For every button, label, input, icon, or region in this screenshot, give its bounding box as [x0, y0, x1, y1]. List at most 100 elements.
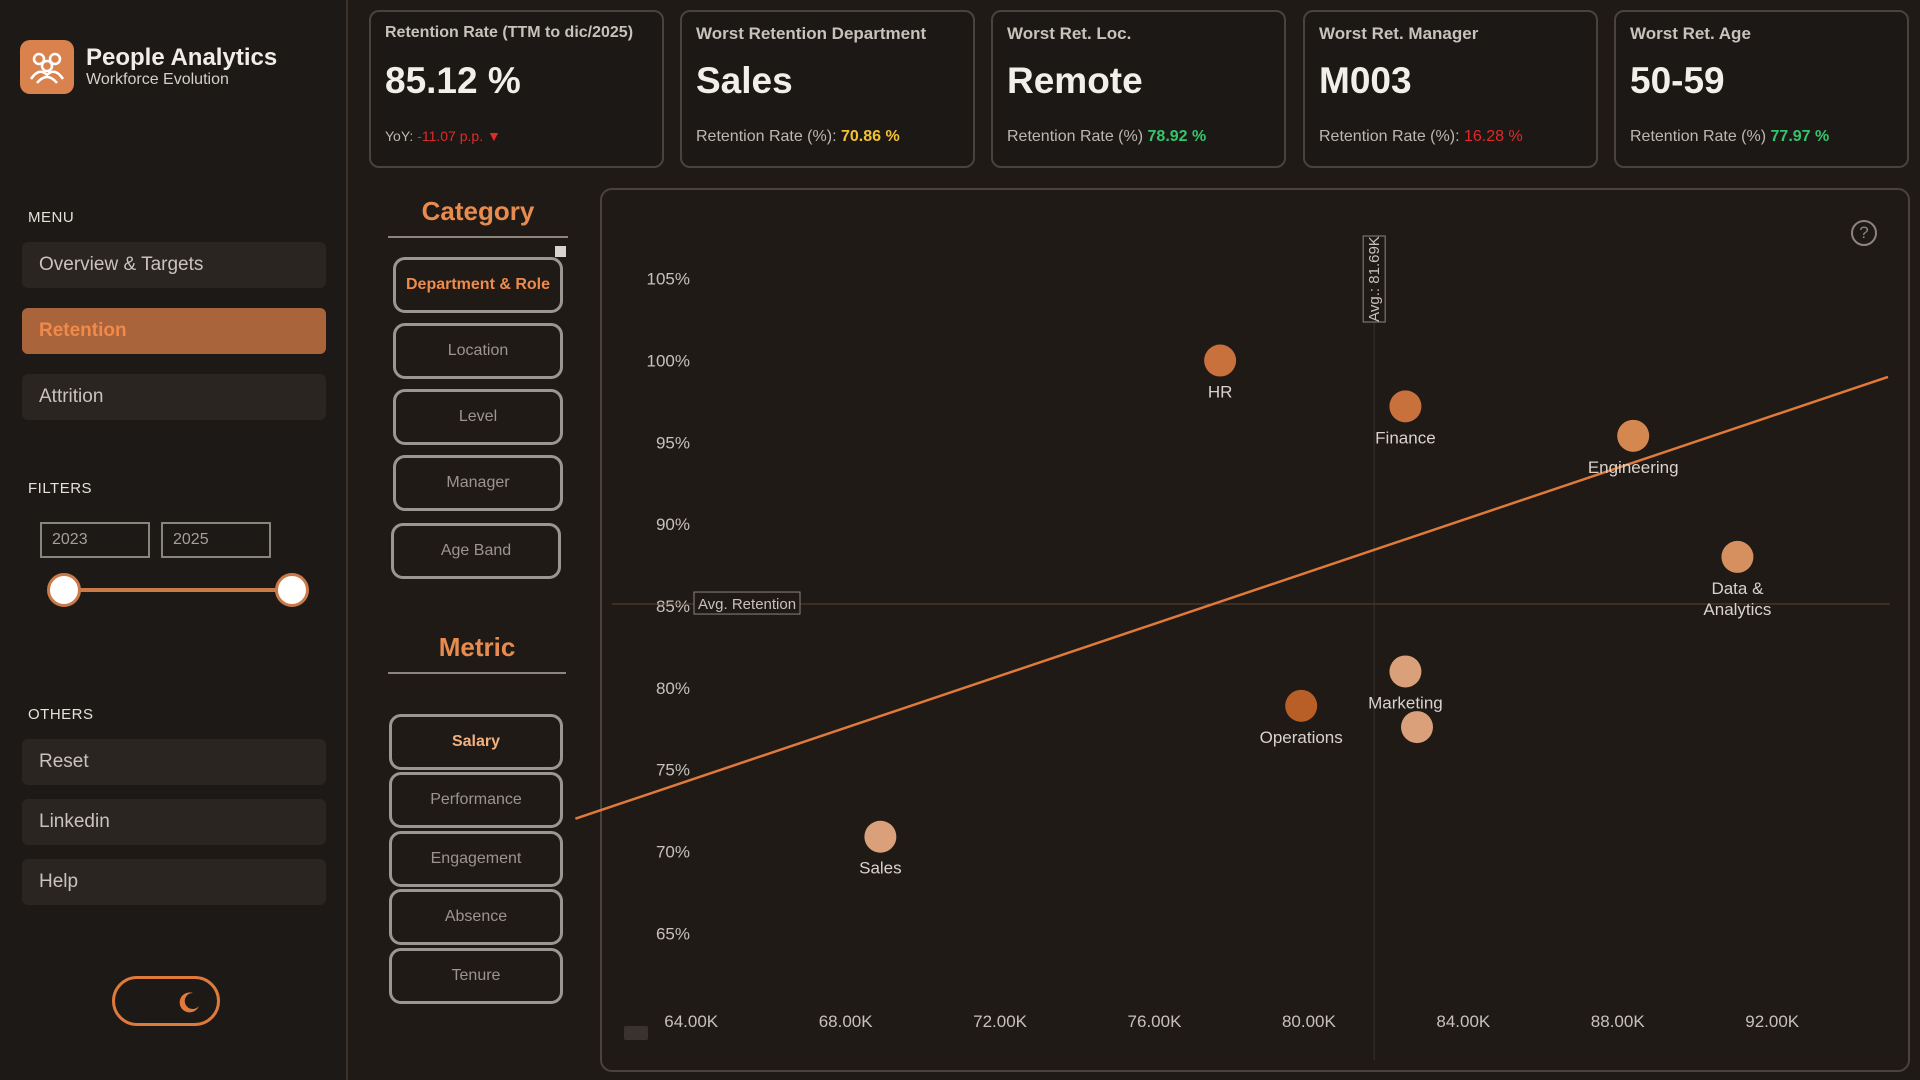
kpi-footer-value: 78.92 % [1147, 128, 1207, 145]
y-tick-label: 85% [656, 597, 690, 616]
kpi-footer: Retention Rate (%) 78.92 % [1007, 128, 1206, 146]
people-group-icon [20, 40, 74, 94]
kpi-footer-value: 16.28 % [1463, 128, 1523, 145]
y-tick-label: 70% [656, 842, 690, 861]
year-to-input[interactable]: 2025 [161, 522, 271, 558]
x-tick-label: 76.00K [1128, 1012, 1183, 1031]
category-option-age-band[interactable]: Age Band [391, 523, 561, 579]
y-tick-label: 90% [656, 515, 690, 534]
metric-heading: Metric [438, 632, 516, 662]
kpi-value: 85.12 % [385, 60, 521, 101]
category-option-location[interactable]: Location [393, 323, 563, 379]
scatter-chart-panel [600, 188, 1910, 1072]
data-point[interactable] [1721, 540, 1754, 573]
help-button[interactable]: Help [22, 859, 326, 905]
kpi-footer-label: YoY: [385, 128, 414, 144]
slider-start-handle[interactable] [47, 573, 81, 607]
focus-mode-icon[interactable] [624, 1026, 648, 1040]
category-option-manager[interactable]: Manager [393, 455, 563, 511]
x-tick-label: 92.00K [1745, 1012, 1800, 1031]
year-range-slider[interactable] [64, 588, 292, 592]
kpi-title: Worst Ret. Loc. [1007, 24, 1132, 43]
metric-option-engagement[interactable]: Engagement [389, 831, 563, 887]
data-point-label: Marketing [1368, 693, 1443, 712]
metric-divider [388, 672, 566, 674]
slider-end-handle[interactable] [275, 573, 309, 607]
linkedin-button[interactable]: Linkedin [22, 799, 326, 845]
metric-option-tenure[interactable]: Tenure [389, 948, 563, 1004]
kpi-card-worst-age: Worst Ret. Age 50-59 Retention Rate (%) … [1614, 10, 1909, 168]
kpi-footer-label: Retention Rate (%) [1630, 128, 1767, 145]
data-point-label: Sales [859, 859, 902, 878]
y-tick-label: 65% [656, 924, 690, 943]
kpi-footer: YoY: -11.07 p.p. ▼ [385, 128, 501, 144]
x-tick-label: 80.00K [1282, 1012, 1337, 1031]
kpi-footer-label: Retention Rate (%) [1007, 128, 1144, 145]
category-option-department-role[interactable]: Department & Role [393, 257, 563, 313]
menu-item-overview[interactable]: Overview & Targets [22, 242, 326, 288]
metric-option-performance[interactable]: Performance [389, 772, 563, 828]
category-heading: Category [421, 196, 535, 226]
sidebar: People Analytics Workforce Evolution MEN… [0, 0, 348, 1080]
kpi-footer-value: 77.97 % [1770, 128, 1830, 145]
data-point[interactable] [864, 820, 897, 853]
kpi-title: Worst Ret. Manager [1319, 24, 1479, 43]
app-title: People Analytics [86, 44, 278, 71]
app-logo: People Analytics Workforce Evolution [20, 40, 277, 94]
category-divider [388, 236, 568, 238]
x-tick-label: 72.00K [973, 1012, 1028, 1031]
category-option-level[interactable]: Level [393, 389, 563, 445]
menu-item-attrition[interactable]: Attrition [22, 374, 326, 420]
kpi-value: Sales [696, 60, 793, 101]
help-icon[interactable]: ? [1851, 220, 1877, 246]
moon-icon [179, 992, 199, 1013]
year-from-input[interactable]: 2023 [40, 522, 150, 558]
x-tick-label: 84.00K [1436, 1012, 1491, 1031]
data-point-label: Engineering [1588, 458, 1679, 477]
app-subtitle: Workforce Evolution [86, 71, 229, 88]
kpi-footer: Retention Rate (%): 70.86 % [696, 128, 900, 146]
menu-item-retention[interactable]: Retention [22, 308, 326, 354]
others-heading: OTHERS [28, 706, 94, 723]
theme-toggle[interactable] [112, 976, 220, 1026]
data-point[interactable] [1204, 344, 1237, 377]
data-point-label: Data & [1711, 579, 1764, 598]
data-point[interactable] [1285, 689, 1318, 722]
kpi-footer: Retention Rate (%): 16.28 % [1319, 128, 1523, 146]
kpi-card-worst-location: Worst Ret. Loc. Remote Retention Rate (%… [991, 10, 1286, 168]
y-tick-label: 75% [656, 761, 690, 780]
clear-selection-icon[interactable] [555, 246, 566, 257]
data-point[interactable] [1617, 419, 1650, 452]
x-tick-label: 64.00K [664, 1012, 719, 1031]
data-point-label: HR [1208, 383, 1233, 402]
y-tick-label: 105% [647, 270, 690, 289]
avg-retention-label: Avg. Retention [698, 596, 796, 613]
avg-salary-label: Avg.: 81.69K [1366, 236, 1383, 322]
kpi-footer-value: 70.86 % [840, 128, 900, 145]
avg-salary-label-box [1362, 235, 1386, 323]
data-point[interactable] [1389, 390, 1422, 423]
kpi-title: Worst Ret. Age [1630, 24, 1751, 43]
y-tick-label: 80% [656, 679, 690, 698]
data-point[interactable] [1389, 655, 1422, 688]
kpi-card-worst-department: Worst Retention Department Sales Retenti… [680, 10, 975, 168]
data-point-label: Analytics [1703, 600, 1771, 619]
kpi-footer-label: Retention Rate (%): [696, 128, 837, 145]
metric-option-absence[interactable]: Absence [389, 889, 563, 945]
kpi-footer: Retention Rate (%) 77.97 % [1630, 128, 1829, 146]
kpi-card-worst-manager: Worst Ret. Manager M003 Retention Rate (… [1303, 10, 1598, 168]
kpi-value: 50-59 [1630, 60, 1725, 101]
kpi-value: M003 [1319, 60, 1412, 101]
y-tick-label: 95% [656, 433, 690, 452]
kpi-footer-label: Retention Rate (%): [1319, 128, 1460, 145]
trend-line [574, 375, 1889, 820]
kpi-card-retention-rate: Retention Rate (TTM to dic/2025) 85.12 %… [369, 10, 664, 168]
kpi-title: Worst Retention Department [696, 24, 927, 43]
data-point-label: Operations [1260, 728, 1343, 747]
data-point[interactable] [1401, 711, 1434, 744]
metric-option-salary[interactable]: Salary [389, 714, 563, 770]
kpi-footer-value: -11.07 p.p. ▼ [417, 128, 501, 144]
reset-button[interactable]: Reset [22, 739, 326, 785]
kpi-title: Retention Rate (TTM to dic/2025) [385, 24, 634, 41]
